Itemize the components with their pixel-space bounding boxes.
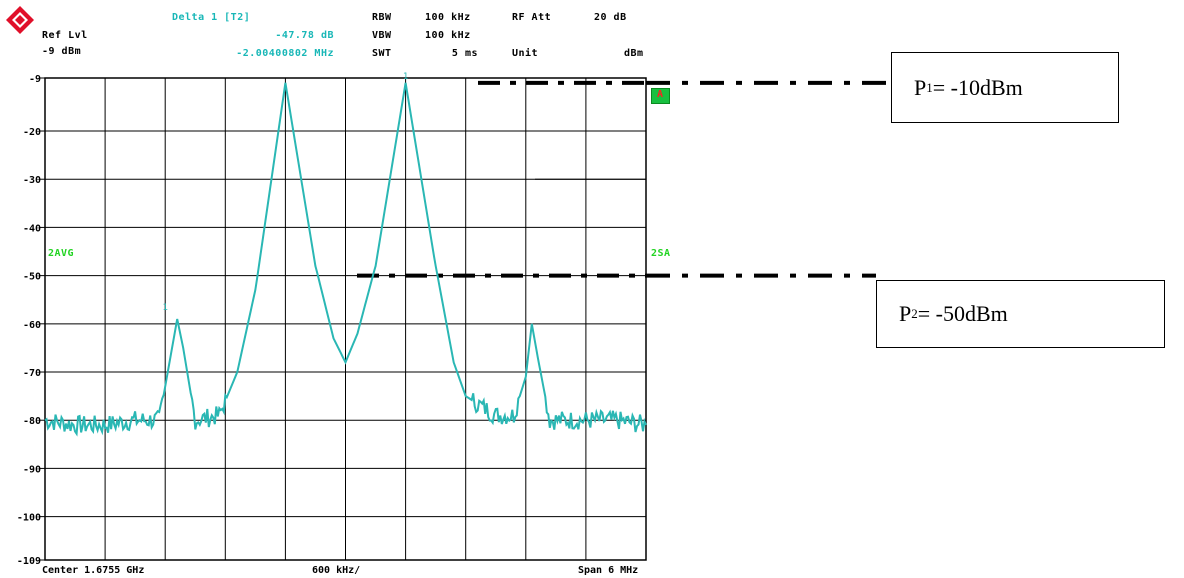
swt-value: 5 ms bbox=[451, 48, 478, 59]
p1-symbol: P bbox=[914, 74, 927, 100]
ref-lvl-label: Ref Lvl bbox=[42, 30, 88, 41]
marker-level: -47.78 dB bbox=[275, 30, 334, 41]
swt-label: SWT bbox=[372, 48, 392, 59]
trace-marker-label: 1 bbox=[403, 72, 408, 82]
unit-label: Unit bbox=[512, 48, 539, 59]
marker-a-label: A bbox=[657, 89, 664, 100]
rbw-label: RBW bbox=[372, 12, 392, 23]
p2-subscript: 2 bbox=[911, 306, 918, 321]
y-tick-label: -109 bbox=[17, 556, 41, 567]
y-tick-label: -80 bbox=[23, 416, 41, 427]
y-tick-label: -9 bbox=[29, 74, 41, 85]
y-tick-label: -30 bbox=[23, 175, 41, 186]
y-tick-label: -70 bbox=[23, 368, 41, 379]
unit-value: dBm bbox=[624, 48, 644, 59]
vbw-value: 100 kHz bbox=[425, 30, 471, 41]
y-tick-label: -100 bbox=[17, 513, 41, 524]
p2-value: = -50dBm bbox=[917, 301, 1008, 326]
rbw-value: 100 kHz bbox=[425, 12, 471, 23]
rf-att-value: 20 dB bbox=[594, 12, 627, 23]
y-tick-label: -20 bbox=[23, 127, 41, 138]
y-tick-label: -50 bbox=[23, 272, 41, 283]
p1-annotation-box: P 1 = -10dBm bbox=[891, 52, 1119, 123]
rf-att-label: RF Att bbox=[512, 12, 552, 23]
frequency-per-division: 600 kHz/ bbox=[312, 565, 361, 576]
marker-frequency: -2.00400802 MHz bbox=[236, 48, 334, 59]
ref-lvl-value: -9 dBm bbox=[42, 46, 82, 57]
y-tick-label: -40 bbox=[23, 223, 41, 234]
center-frequency: Center 1.6755 GHz bbox=[42, 565, 145, 576]
p1-value: = -10dBm bbox=[932, 74, 1023, 100]
rohde-schwarz-logo-icon bbox=[6, 6, 34, 34]
marker-a-badge: A bbox=[651, 88, 670, 104]
trace-marker-label: 1 bbox=[162, 303, 167, 313]
trace-2-avg-label: 2AVG bbox=[48, 248, 75, 259]
vbw-label: VBW bbox=[372, 30, 392, 41]
y-tick-label: -60 bbox=[23, 320, 41, 331]
frequency-span: Span 6 MHz bbox=[578, 565, 639, 576]
y-tick-label: -90 bbox=[23, 464, 41, 475]
p1-subscript: 1 bbox=[926, 79, 933, 95]
p2-symbol: P bbox=[899, 301, 912, 326]
marker-title: Delta 1 [T2] bbox=[172, 12, 251, 23]
trace-2-sa-label: 2SA bbox=[651, 248, 671, 259]
spectrum-trace-line bbox=[44, 82, 647, 437]
p2-annotation-box: P 2 = -50dBm bbox=[876, 280, 1165, 348]
